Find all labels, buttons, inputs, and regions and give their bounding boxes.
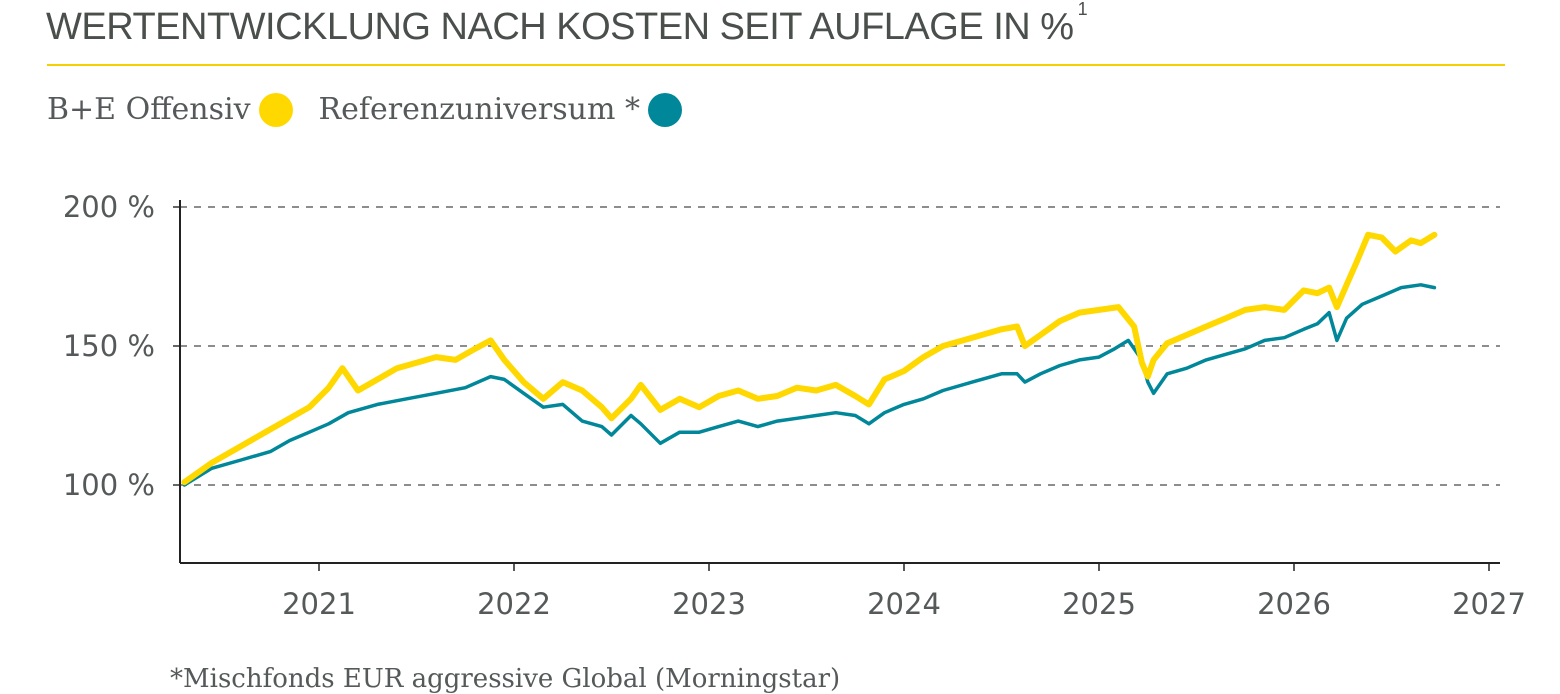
x-tick-label: 2026 bbox=[1257, 587, 1331, 621]
series-line-offensiv bbox=[181, 231, 1438, 486]
chart-title: WERTENTWICKLUNG NACH KOSTEN SEIT AUFLAGE… bbox=[46, 0, 1088, 49]
legend-label-referenzuniversum: Referenzuniversum * bbox=[318, 92, 640, 127]
series-line-referenzuniversum bbox=[182, 283, 1437, 487]
performance-line-chart: 100 % 150 % 200 % 2021 2022 2023 2024 2025 2026 2… bbox=[63, 190, 1526, 621]
x-tick-label: 2023 bbox=[672, 587, 746, 621]
y-tick-label: 200 % bbox=[63, 190, 155, 224]
legend-swatch-referenzuniversum-icon bbox=[647, 92, 682, 127]
legend-label-offensiv: B+E Offensiv bbox=[47, 92, 251, 127]
x-tick-label: 2022 bbox=[477, 587, 551, 621]
title-underline bbox=[47, 64, 1505, 66]
legend-swatch-offensiv-icon bbox=[258, 92, 293, 127]
y-tick-label: 150 % bbox=[63, 329, 155, 363]
x-tick-label: 2027 bbox=[1452, 587, 1526, 621]
legend-item-offensiv: B+E Offensiv bbox=[47, 92, 293, 127]
x-tick-label: 2024 bbox=[867, 587, 941, 621]
chart-title-text: WERTENTWICKLUNG NACH KOSTEN SEIT AUFLAGE… bbox=[46, 6, 1074, 48]
chart-legend: B+E Offensiv Referenzuniversum * bbox=[47, 92, 708, 127]
y-tick-label: 100 % bbox=[63, 468, 155, 502]
title-footnote-marker: 1 bbox=[1077, 0, 1088, 20]
x-tick-label: 2021 bbox=[282, 587, 356, 621]
legend-item-referenzuniversum: Referenzuniversum * bbox=[319, 92, 682, 127]
footnote: *Mischfonds EUR aggressive Global (Morni… bbox=[170, 664, 841, 694]
x-tick-label: 2025 bbox=[1062, 587, 1136, 621]
